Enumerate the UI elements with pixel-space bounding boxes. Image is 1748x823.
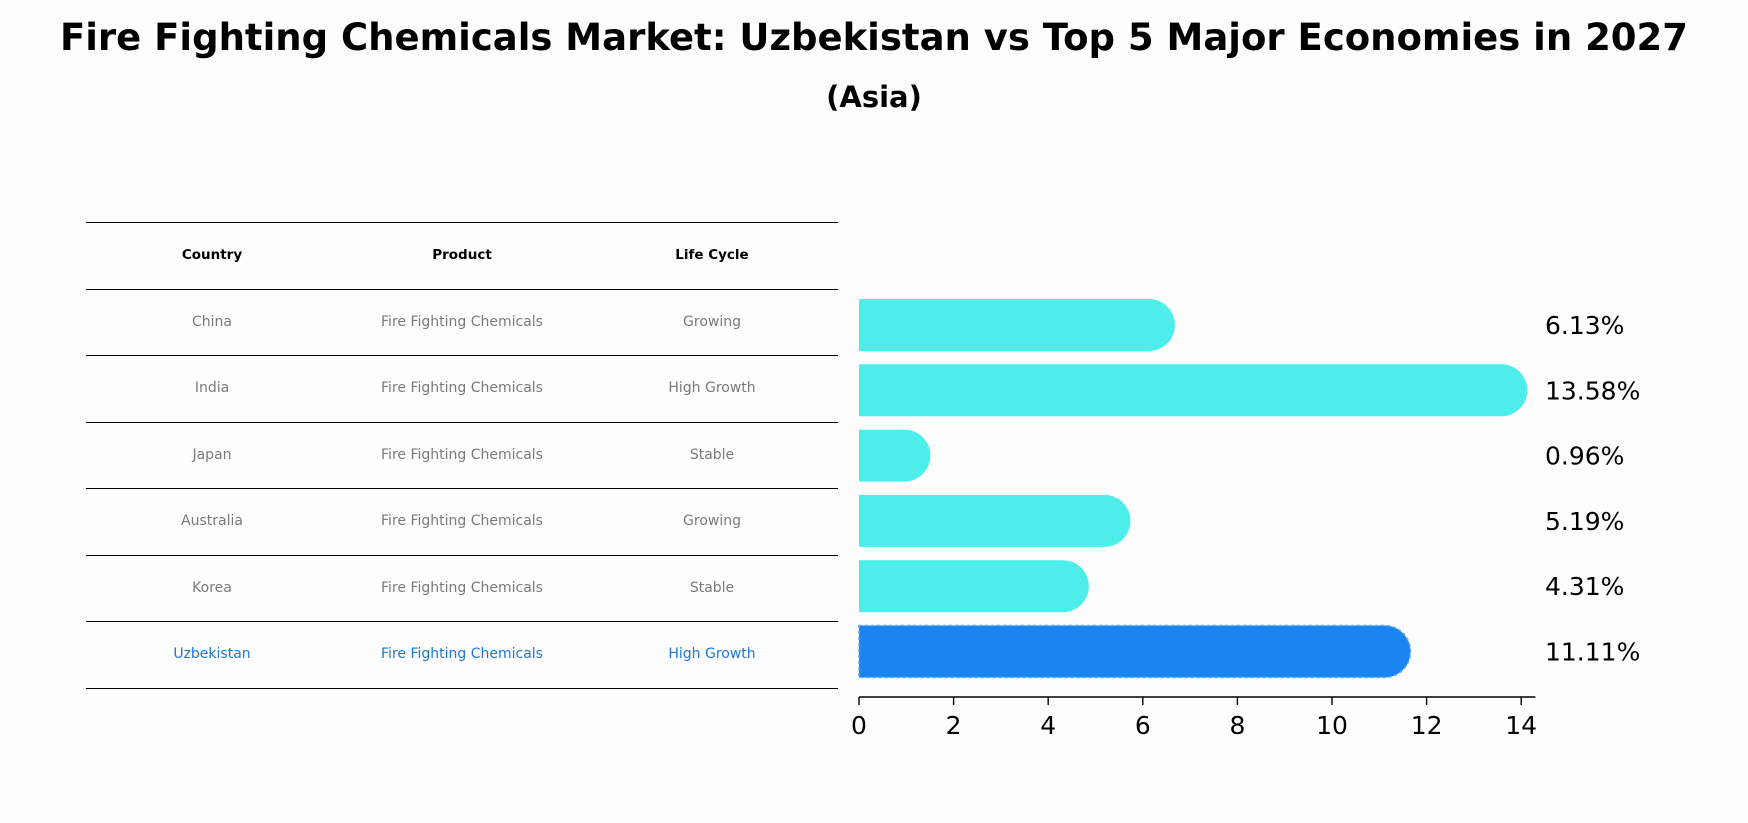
cell-product: Fire Fighting Chemicals <box>381 579 543 596</box>
value-label: 0.96% <box>1545 442 1624 471</box>
cell-product: Fire Fighting Chemicals <box>381 446 543 463</box>
cell-country: China <box>192 313 232 330</box>
x-tick-label: 8 <box>1229 711 1245 740</box>
cell-life-cycle: Growing <box>683 513 741 530</box>
table-rule <box>86 687 838 689</box>
x-tick-label: 12 <box>1411 711 1443 740</box>
chart-subtitle: (Asia) <box>826 80 922 114</box>
value-label: 6.13% <box>1545 311 1624 340</box>
cell-product: Fire Fighting Chemicals <box>381 380 543 397</box>
value-label: 13.58% <box>1545 376 1640 405</box>
bar-india <box>859 364 1528 417</box>
table-rule <box>86 421 838 423</box>
x-tick-label: 10 <box>1316 711 1348 740</box>
bar-uzbekistan <box>858 624 1412 679</box>
cell-life-cycle: High Growth <box>668 380 756 397</box>
table-rule <box>86 554 838 556</box>
cell-life-cycle: Stable <box>689 579 735 596</box>
cell-life-cycle: Growing <box>683 313 741 330</box>
cell-life-cycle: Stable <box>689 446 735 463</box>
chart-title: Fire Fighting Chemicals Market: Uzbekist… <box>59 16 1689 59</box>
cell-country: Australia <box>181 513 243 530</box>
cell-country: Japan <box>192 446 232 463</box>
cell-country: India <box>194 380 230 397</box>
header-life-cycle: Life Cycle <box>675 247 749 264</box>
bar-china <box>859 299 1175 351</box>
table-rule <box>86 222 838 224</box>
value-label: 5.19% <box>1545 507 1624 536</box>
header-product: Product <box>432 247 492 264</box>
x-tick-label: 2 <box>946 711 962 740</box>
x-tick-label: 4 <box>1040 711 1056 740</box>
table-rule <box>86 488 838 490</box>
bar-japan <box>859 429 931 482</box>
header-country: Country <box>181 247 243 264</box>
value-label: 11.11% <box>1545 638 1640 667</box>
table-rule <box>86 621 838 623</box>
cell-country: Korea <box>192 579 232 596</box>
table-rule <box>86 288 838 290</box>
table-rule <box>86 355 838 357</box>
value-label: 4.31% <box>1545 572 1624 601</box>
x-tick-label: 6 <box>1135 711 1151 740</box>
cell-country: Uzbekistan <box>173 646 251 663</box>
bar-australia <box>859 494 1131 547</box>
cell-product: Fire Fighting Chemicals <box>381 646 543 663</box>
x-tick-label: 0 <box>851 711 867 740</box>
cell-product: Fire Fighting Chemicals <box>381 513 543 530</box>
bar-korea <box>859 560 1089 613</box>
cell-product: Fire Fighting Chemicals <box>381 313 543 330</box>
x-tick-label: 14 <box>1505 711 1537 740</box>
cell-life-cycle: High Growth <box>668 646 756 663</box>
